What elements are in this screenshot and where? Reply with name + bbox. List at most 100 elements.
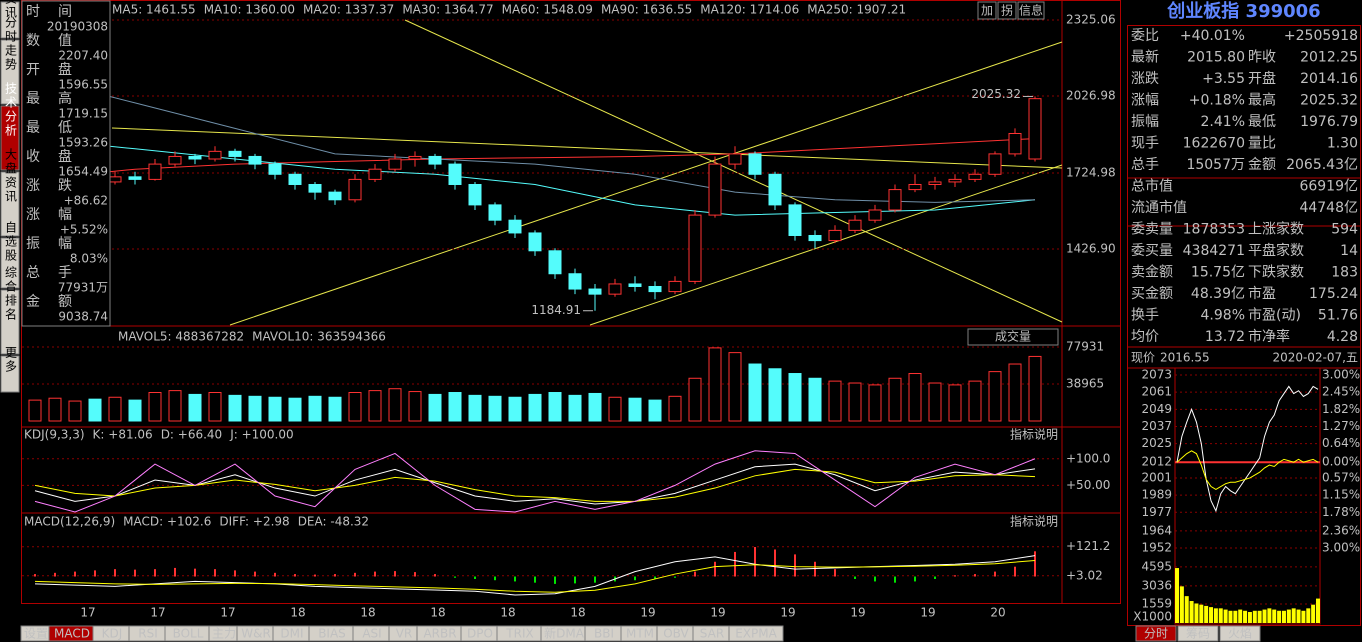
info-value: 77931万	[58, 281, 108, 295]
sidebar-tab[interactable]	[0, 105, 20, 171]
sidebar-tab-label: 自选股	[4, 221, 18, 263]
quote-value: 13.72	[1205, 329, 1245, 345]
indicator-header: J: +100.00	[229, 428, 293, 442]
trendline	[111, 127, 1063, 169]
indicator-help[interactable]: 指标说明	[1010, 514, 1058, 529]
pct-tick-label: 1.78%	[1322, 505, 1360, 519]
info-panel: 时间20190308数值2207.40开盘1596.55最高1719.15最低1…	[21, 0, 111, 327]
intraday-frame	[1174, 367, 1321, 625]
toolbar-button-label: 加	[981, 4, 993, 18]
quote-label: 平盘家数	[1248, 242, 1304, 259]
intraday-volume-bar	[1194, 603, 1199, 623]
indicator-help[interactable]: 指标说明	[1010, 427, 1058, 442]
volume-bar	[908, 373, 922, 422]
sidebar-tab[interactable]	[0, 39, 20, 105]
toolbar-button[interactable]	[1017, 1, 1045, 20]
volume-bar	[748, 363, 762, 422]
toolbar-button[interactable]	[977, 1, 997, 20]
volume-bar	[328, 396, 342, 422]
x-tick-label: 18	[500, 606, 515, 620]
sidebar-tab-label: 更多	[4, 346, 18, 374]
candle-body	[808, 234, 822, 242]
intraday-tab[interactable]	[1177, 625, 1219, 642]
volume-bar	[168, 390, 182, 422]
volume-bar	[228, 394, 242, 422]
info-label: 涨幅	[26, 207, 90, 223]
volume-bar	[388, 388, 402, 422]
quote-label: 涨跌	[1131, 71, 1159, 87]
pct-tick-label: 3.00%	[1322, 540, 1360, 554]
y-tick-label: 77931	[1066, 340, 1104, 354]
sidebar-tab[interactable]	[0, 171, 20, 237]
intraday-tab[interactable]	[1135, 625, 1177, 642]
quote-value: 48.39亿	[1191, 286, 1245, 302]
intraday-volume-bar	[1209, 607, 1214, 623]
bottom-tab-label: 主力	[212, 627, 236, 641]
intraday-volume-bar	[1257, 610, 1262, 623]
quote-value: 175.24	[1309, 286, 1358, 302]
indicator-header: MA10: 1360.00	[204, 3, 295, 17]
bottom-tab-label: BBI	[594, 627, 614, 641]
candle-body	[888, 189, 902, 211]
intraday-volume-bar	[1184, 596, 1189, 623]
quote-label: 市盈(动)	[1248, 307, 1301, 324]
info-value: 20190308	[47, 20, 108, 34]
info-panel-bg	[21, 0, 111, 327]
sidebar-tab-label: 大盘资讯	[4, 148, 18, 204]
info-value: 1654.49	[58, 165, 108, 179]
sidebar-tab[interactable]	[0, 289, 20, 355]
intraday-line	[1176, 450, 1319, 490]
intraday-volume-bar	[1291, 608, 1296, 623]
volume-bar	[88, 398, 102, 422]
quote-value: 2012.25	[1300, 50, 1358, 66]
x-tick-label: 18	[290, 606, 305, 620]
pct-tick-label: 0.00%	[1322, 455, 1360, 469]
volume-bar	[188, 393, 202, 422]
volume-bar	[788, 373, 802, 422]
quote-value: 51.76	[1318, 308, 1358, 324]
volume-bar	[268, 396, 282, 422]
price-annotation: 2025.32	[971, 87, 1021, 101]
intraday-tab-label: 筹码	[1186, 627, 1210, 641]
y-tick-label: 2001	[1141, 470, 1172, 484]
volume-bar	[508, 396, 522, 422]
x-tick-label: 18	[570, 606, 585, 620]
y-tick-label: 1989	[1141, 488, 1172, 502]
quote-label: 振幅	[1131, 114, 1159, 130]
volume-bar	[628, 397, 642, 422]
toolbar-button[interactable]	[997, 1, 1017, 20]
volume-bar	[208, 392, 222, 422]
sidebar-tab-label: 技术分析	[4, 82, 18, 138]
x-tick-label: 19	[780, 606, 795, 620]
candle-body	[908, 183, 922, 191]
volume-bar	[28, 399, 42, 422]
candle-body	[728, 153, 742, 165]
y-tick-label: 2012	[1141, 455, 1172, 469]
quote-label: 总手	[1131, 157, 1159, 173]
candle-body	[428, 155, 442, 165]
volume-bar	[248, 395, 262, 422]
quote-value: 66919亿	[1299, 179, 1358, 195]
quote-date: 2020-02-07,五	[1272, 351, 1358, 365]
ma-line	[34, 138, 1036, 216]
y-tick-label: +100.0	[1066, 451, 1110, 465]
quote-label: 上涨家数	[1248, 221, 1304, 238]
y-tick-label: 1559	[1141, 596, 1172, 610]
intraday-tab[interactable]	[1219, 625, 1261, 642]
pct-tick-label: 3.00%	[1322, 368, 1360, 382]
volume-bar	[968, 380, 982, 422]
quote-value: 2025.32	[1300, 93, 1358, 109]
indicator-header: MAVOL5: 488367282	[118, 330, 244, 344]
sidebar-tab[interactable]	[0, 1, 20, 39]
indicator-button[interactable]	[967, 328, 1059, 346]
quote-value: 594	[1331, 222, 1358, 238]
quote-label: 涨幅	[1131, 93, 1159, 109]
info-value: 1719.15	[58, 107, 108, 121]
bottom-tab[interactable]	[728, 625, 784, 642]
indicator-button-label: 成交量	[995, 329, 1031, 344]
info-label: 金额	[26, 294, 90, 310]
sidebar-tab[interactable]	[0, 237, 20, 289]
bottom-tab-label: EXPMA	[735, 627, 777, 641]
bottom-tab-label: MTM	[626, 627, 654, 641]
sidebar-tab[interactable]	[0, 355, 20, 393]
